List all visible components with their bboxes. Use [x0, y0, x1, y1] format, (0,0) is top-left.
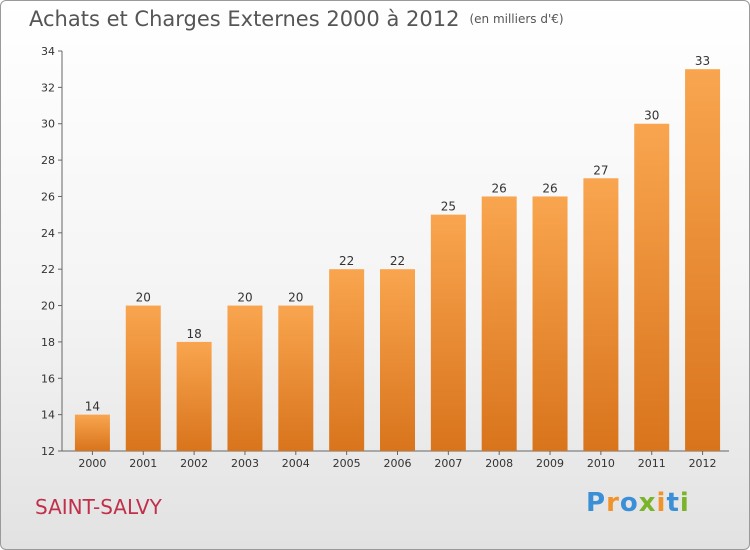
x-tick-label-2005: 2005: [333, 457, 361, 470]
title-text: Achats et Charges Externes 2000 à 2012: [29, 7, 460, 31]
commune-name: SAINT-SALVY: [35, 495, 162, 519]
x-tick-label-2012: 2012: [689, 457, 717, 470]
x-tick-label-2003: 2003: [231, 457, 259, 470]
x-tick-label-2006: 2006: [384, 457, 412, 470]
value-label-2001: 20: [136, 291, 151, 305]
value-label-2004: 20: [288, 291, 303, 305]
x-tick-label-2007: 2007: [434, 457, 462, 470]
unit-note: (en milliers d'€): [469, 12, 564, 26]
value-label-2010: 27: [593, 163, 608, 177]
bar-2010: [583, 178, 619, 452]
y-tick-label: 16: [41, 372, 55, 385]
y-tick-label: 24: [41, 227, 55, 240]
value-label-2007: 25: [441, 200, 456, 214]
x-tick-label-2002: 2002: [180, 457, 208, 470]
x-tick-label-2011: 2011: [638, 457, 666, 470]
y-tick-label: 22: [41, 263, 55, 276]
x-tick-label-2001: 2001: [129, 457, 157, 470]
bar-2001: [125, 305, 161, 451]
bar-2011: [634, 123, 670, 452]
bar-2008: [481, 196, 517, 451]
y-tick-label: 12: [41, 445, 55, 458]
axes: 12 14 16 18 20 22 24 26 28 30 32 34 2000 2001 2002 2003…: [41, 45, 729, 470]
value-label-2009: 26: [542, 181, 557, 195]
value-label-2011: 30: [644, 109, 659, 123]
value-label-2012: 33: [695, 54, 710, 68]
bar-2006: [380, 269, 415, 451]
chart-title: Achats et Charges Externes 2000 à 2012 (e…: [29, 7, 564, 31]
bar-2012: [685, 69, 721, 451]
bars: 14 20 18 20 20 22 22 25 26 26 27 30 33: [74, 54, 721, 452]
x-tick-label-2008: 2008: [485, 457, 513, 470]
x-tick-label-2000: 2000: [78, 457, 106, 470]
x-tick-label-2009: 2009: [536, 457, 564, 470]
y-tick-label: 18: [41, 336, 55, 349]
value-label-2008: 26: [492, 181, 507, 195]
proxiti-logo: Proxiti: [586, 488, 690, 518]
bar-2000: [74, 414, 110, 451]
y-tick-label: 20: [41, 300, 55, 313]
value-label-2006: 22: [390, 254, 405, 268]
y-tick-label: 26: [41, 190, 55, 203]
bar-2005: [329, 269, 365, 451]
bar-2004: [278, 305, 314, 451]
y-tick-label: 30: [41, 118, 55, 131]
bar-2003: [227, 305, 263, 451]
x-tick-label-2004: 2004: [282, 457, 310, 470]
x-tick-label-2010: 2010: [587, 457, 615, 470]
value-label-2005: 22: [339, 254, 354, 268]
y-tick-label: 14: [41, 409, 55, 422]
bar-2007: [430, 214, 466, 451]
bar-2009: [532, 196, 568, 451]
bar-2002: [176, 341, 212, 451]
y-tick-label: 28: [41, 154, 55, 167]
y-tick-label: 32: [41, 81, 55, 94]
value-label-2000: 14: [85, 400, 100, 414]
value-label-2002: 18: [186, 327, 201, 341]
value-label-2003: 20: [237, 291, 252, 305]
y-tick-label: 34: [41, 45, 55, 58]
